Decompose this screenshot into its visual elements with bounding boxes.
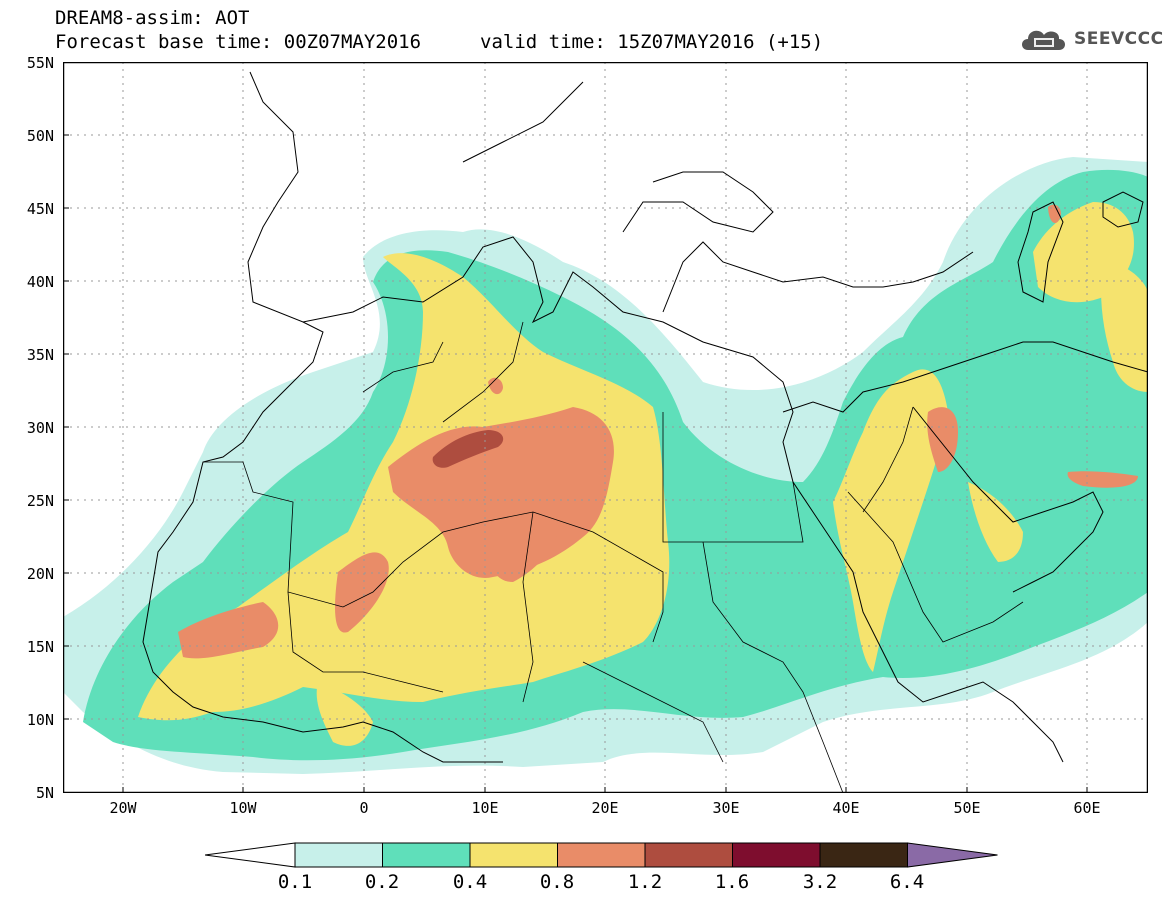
colorbar-label: 1.6 — [714, 871, 750, 893]
lat-label: 40N — [26, 273, 54, 291]
lat-label: 30N — [26, 419, 54, 437]
logo-text: SEEVCCC — [1074, 29, 1164, 49]
valid-time: valid time: 15Z07MAY2016 (+15) — [480, 31, 824, 53]
lon-label: 50E — [953, 799, 981, 817]
lon-label: 0 — [359, 799, 369, 817]
map-canvas — [63, 62, 1148, 793]
colorbar-label: 6.4 — [889, 871, 925, 893]
lat-label: 15N — [26, 638, 54, 656]
lon-label: 20W — [109, 799, 137, 817]
colorbar-label: 0.1 — [277, 871, 313, 893]
colorbar-segment — [557, 842, 646, 868]
graticule — [63, 62, 1148, 793]
colorbar-segment — [732, 842, 821, 868]
colorbar-label: 1.2 — [627, 871, 663, 893]
colorbar-segment — [469, 842, 558, 868]
colorbar-segment — [819, 842, 908, 868]
lat-label: 55N — [26, 54, 54, 72]
aot-map — [63, 62, 1148, 793]
cloud-icon — [1022, 30, 1065, 50]
colorbar-segment — [644, 842, 733, 868]
lat-label: 45N — [26, 200, 54, 218]
colorbar-segment — [382, 842, 471, 868]
lat-label: 5N — [35, 784, 54, 802]
lat-label: 35N — [26, 346, 54, 364]
colorbar-segment — [294, 842, 383, 868]
lat-label: 20N — [26, 565, 54, 583]
lon-label: 60E — [1073, 799, 1101, 817]
colorbar-label: 3.2 — [802, 871, 838, 893]
lon-label: 40E — [832, 799, 860, 817]
lon-label: 30E — [712, 799, 740, 817]
map-title: DREAM8-assim: AOT — [55, 7, 250, 29]
colorbar-label: 0.2 — [364, 871, 400, 893]
forecast-base-time: Forecast base time: 00Z07MAY2016 — [55, 31, 422, 53]
lon-label: 10E — [471, 799, 499, 817]
colorbar-label: 0.8 — [539, 871, 575, 893]
colorbar-segment-low — [205, 842, 296, 868]
colorbar — [205, 842, 998, 868]
aot-band-1.2 — [432, 430, 504, 468]
lat-label: 10N — [26, 711, 54, 729]
country-borders — [203, 321, 1024, 793]
lon-label: 20E — [591, 799, 619, 817]
seevccc-logo: SEEVCCC — [1018, 24, 1164, 54]
colorbar-label: 0.4 — [452, 871, 488, 893]
lon-label: 10W — [229, 799, 257, 817]
coastlines — [142, 71, 1148, 763]
axis-ticks — [63, 134, 1088, 793]
lat-label: 25N — [26, 492, 54, 510]
colorbar-segment-high — [907, 842, 998, 868]
lat-label: 50N — [26, 127, 54, 145]
